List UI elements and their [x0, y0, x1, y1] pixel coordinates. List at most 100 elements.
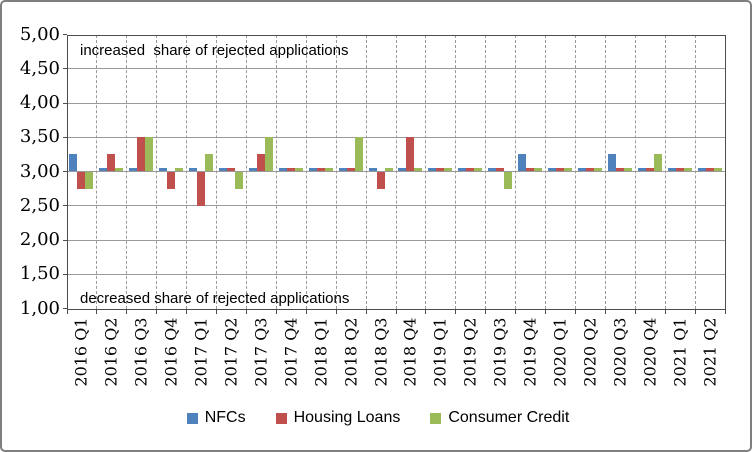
- gridline-vertical: [485, 35, 486, 309]
- bar-housing-loans: [257, 154, 265, 171]
- x-axis-tick: [156, 309, 157, 314]
- gridline-vertical: [695, 35, 696, 309]
- plot-border-top: [67, 35, 725, 36]
- gridline-vertical: [635, 35, 636, 309]
- annotation-decreased: decreased share of rejected applications: [80, 290, 350, 307]
- gridline-vertical: [156, 35, 157, 309]
- bar-consumer-credit: [624, 168, 632, 171]
- bar-consumer-credit: [564, 168, 572, 171]
- gridline-vertical: [396, 35, 397, 309]
- bar-consumer-credit: [534, 168, 542, 171]
- bar-nfcs: [698, 168, 706, 171]
- annotation-increased: increased share of rejected applications: [80, 42, 349, 59]
- gridline-vertical: [246, 35, 247, 309]
- bar-housing-loans: [347, 168, 355, 171]
- gridline-vertical: [665, 35, 666, 309]
- x-axis-label: 2017 Q1: [191, 317, 211, 387]
- bar-nfcs: [159, 168, 167, 171]
- bar-nfcs: [638, 168, 646, 171]
- x-axis-tick: [515, 309, 516, 314]
- y-axis-tick: [63, 240, 67, 241]
- gridline-vertical: [126, 35, 127, 309]
- x-axis-tick: [126, 309, 127, 314]
- bar-consumer-credit: [85, 172, 93, 189]
- x-axis-label: 2019 Q3: [490, 317, 510, 387]
- legend-label: Housing Loans: [293, 409, 401, 426]
- bar-nfcs: [129, 168, 137, 171]
- gridline-vertical: [575, 35, 576, 309]
- bar-housing-loans: [466, 168, 474, 171]
- y-axis-label: 2,00: [19, 229, 60, 250]
- y-axis-label: 3,00: [19, 161, 60, 182]
- x-axis-tick: [67, 309, 68, 314]
- bar-consumer-credit: [654, 154, 662, 171]
- bar-nfcs: [189, 168, 197, 171]
- bar-consumer-credit: [295, 168, 303, 171]
- bar-housing-loans: [496, 168, 504, 171]
- bar-consumer-credit: [235, 172, 243, 189]
- x-axis-tick: [216, 309, 217, 314]
- gridline-vertical: [336, 35, 337, 309]
- bar-consumer-credit: [594, 168, 602, 171]
- bar-nfcs: [668, 168, 676, 171]
- x-axis-tick: [396, 309, 397, 314]
- bar-nfcs: [398, 168, 406, 171]
- bar-consumer-credit: [115, 168, 123, 171]
- bar-nfcs: [518, 154, 526, 171]
- x-axis-label: 2020 Q2: [580, 317, 600, 387]
- gridline-vertical: [216, 35, 217, 309]
- bar-nfcs: [339, 168, 347, 171]
- x-axis-tick: [695, 309, 696, 314]
- x-axis-label: 2021 Q1: [670, 317, 690, 387]
- gridline-vertical: [545, 35, 546, 309]
- y-axis-label: 4,50: [19, 58, 60, 79]
- legend-item: Housing Loans: [275, 409, 401, 427]
- x-axis-label: 2020 Q3: [610, 317, 630, 387]
- x-axis-label: 2016 Q2: [101, 317, 121, 387]
- bar-nfcs: [99, 168, 107, 171]
- y-axis-tick: [63, 103, 67, 104]
- bar-nfcs: [488, 168, 496, 171]
- x-axis-label: 2019 Q4: [520, 317, 540, 387]
- bar-nfcs: [219, 168, 227, 171]
- bar-housing-loans: [586, 168, 594, 171]
- y-axis-label: 4,00: [19, 92, 60, 113]
- x-axis-label: 2020 Q4: [640, 317, 660, 387]
- bar-nfcs: [428, 168, 436, 171]
- bar-housing-loans: [197, 172, 205, 206]
- bar-nfcs: [458, 168, 466, 171]
- x-axis-tick: [485, 309, 486, 314]
- bar-housing-loans: [287, 168, 295, 171]
- y-axis-tick: [63, 34, 67, 35]
- x-axis-tick: [575, 309, 576, 314]
- bar-consumer-credit: [714, 168, 722, 171]
- bar-consumer-credit: [145, 137, 153, 171]
- legend-swatch-icon: [430, 412, 442, 424]
- y-axis-tick: [63, 171, 67, 172]
- x-axis-label: 2020 Q1: [550, 317, 570, 387]
- x-axis-label: 2017 Q3: [251, 317, 271, 387]
- bar-housing-loans: [436, 168, 444, 171]
- x-axis-tick: [545, 309, 546, 314]
- bar-nfcs: [548, 168, 556, 171]
- x-axis-label: 2016 Q4: [161, 317, 181, 387]
- bar-housing-loans: [556, 168, 564, 171]
- y-axis-tick: [63, 205, 67, 206]
- gridline-vertical: [605, 35, 606, 309]
- bar-consumer-credit: [474, 168, 482, 171]
- gridline-vertical: [366, 35, 367, 309]
- bar-consumer-credit: [355, 137, 363, 171]
- y-axis-tick: [63, 308, 67, 309]
- y-axis-label: 1,50: [19, 263, 60, 284]
- bar-housing-loans: [526, 168, 534, 171]
- gridline-vertical: [306, 35, 307, 309]
- legend-swatch-icon: [186, 412, 198, 424]
- x-axis-tick: [635, 309, 636, 314]
- gridline-vertical: [96, 35, 97, 309]
- bar-nfcs: [608, 154, 616, 171]
- gridline-vertical: [186, 35, 187, 309]
- bar-housing-loans: [227, 168, 235, 171]
- legend-item: Consumer Credit: [430, 409, 569, 427]
- bar-consumer-credit: [504, 172, 512, 189]
